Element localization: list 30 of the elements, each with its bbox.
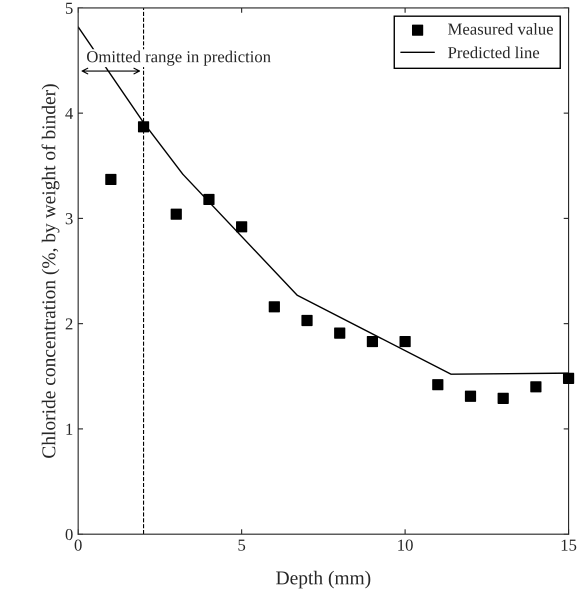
y-tick-label: 2 — [66, 318, 72, 330]
x-tick-label: 5 — [238, 540, 246, 551]
annotation: Omitted range in prediction — [87, 50, 271, 66]
legend-label: Predicted line — [448, 46, 540, 58]
x-tick-label: 15 — [562, 540, 576, 551]
point — [432, 379, 444, 390]
y-tick-label: 3 — [66, 213, 73, 224]
point — [138, 121, 150, 132]
point — [366, 336, 378, 348]
x-tick-label: 0 — [74, 540, 82, 551]
y-tick-label: 4 — [65, 108, 74, 119]
y-tick-label: 1 — [66, 424, 72, 435]
point — [170, 208, 182, 220]
point — [464, 390, 476, 402]
point — [236, 221, 248, 232]
point — [268, 301, 280, 312]
y-axis-title: Chloride concentration (%, by weight of binder) — [42, 84, 60, 458]
point — [530, 381, 542, 392]
point — [203, 194, 215, 206]
point — [498, 392, 509, 404]
y-tick-label: 0 — [66, 528, 73, 540]
y-tick-label: 5 — [66, 2, 73, 14]
x-axis-title: Depth (mm) — [276, 570, 370, 588]
x-tick-label: 10 — [398, 540, 413, 551]
point — [334, 328, 346, 339]
legend-label: Measured value — [448, 22, 553, 35]
point — [562, 372, 574, 384]
point — [400, 336, 411, 348]
point — [301, 314, 313, 326]
point — [105, 174, 116, 186]
